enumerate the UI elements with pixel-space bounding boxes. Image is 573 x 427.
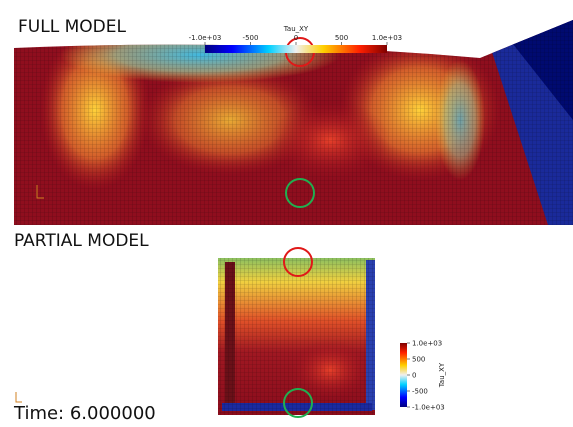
- partial-model-view: [218, 258, 375, 415]
- colorbar-tick-label: 1.0e+03: [372, 34, 402, 42]
- colorbar-tick-label: -500: [243, 34, 259, 42]
- colorbar-vertical: [400, 343, 407, 407]
- full-model-label: FULL MODEL: [18, 17, 126, 37]
- time-label: Time: 6.000000: [13, 403, 156, 424]
- viewer: FULL MODEL Tau_XY PARTIAL MODEL Tau_XY T…: [0, 0, 573, 427]
- colorbar-tick-label: 500: [335, 34, 348, 42]
- colorbar-tick-label: -1.0e+03: [412, 404, 445, 412]
- partial-model-label: PARTIAL MODEL: [14, 231, 149, 251]
- colorbar-tick-label: 0: [294, 34, 298, 42]
- axes-glyph: [16, 392, 22, 402]
- colorbar-title: Tau_XY: [283, 25, 309, 33]
- colorbar-tick-label: 500: [412, 356, 425, 364]
- colorbar-tick-label: -1.0e+03: [189, 34, 222, 42]
- colorbar-title: Tau_XY: [438, 362, 446, 388]
- colorbar-tick-label: 0: [412, 372, 416, 380]
- colorbar-tick-label: 1.0e+03: [412, 340, 442, 348]
- colorbar-tick-label: -500: [412, 388, 428, 396]
- colorbar-horizontal: [205, 45, 387, 53]
